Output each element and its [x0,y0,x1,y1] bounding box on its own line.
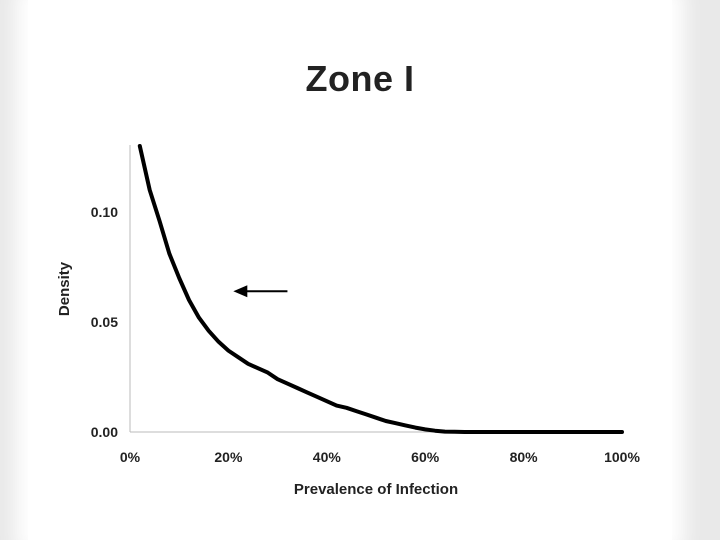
y-tick-label: 0.10 [91,204,118,220]
series-group [137,144,624,434]
chart-title: Zone I [305,58,415,99]
arrow-left-icon [233,285,248,298]
x-tick-label: 100% [604,449,640,465]
density-curve [137,144,624,434]
x-tick-label: 0% [120,449,141,465]
slide-panel [28,0,672,540]
x-tick-label: 80% [510,449,539,465]
x-tick-label: 40% [313,449,342,465]
y-tick-label: 0.00 [91,424,118,440]
y-axis-label: Density [56,261,73,316]
y-tick-labels: 0.00 0.05 0.10 [91,204,118,440]
x-axis-label: Prevalence of Infection [294,481,458,498]
y-tick-label: 0.05 [91,314,118,330]
x-tick-labels: 0% 20% 40% 60% 80% 100% [120,449,641,465]
x-tick-label: 60% [411,449,440,465]
annotation-group [233,285,288,298]
x-tick-label: 20% [214,449,243,465]
